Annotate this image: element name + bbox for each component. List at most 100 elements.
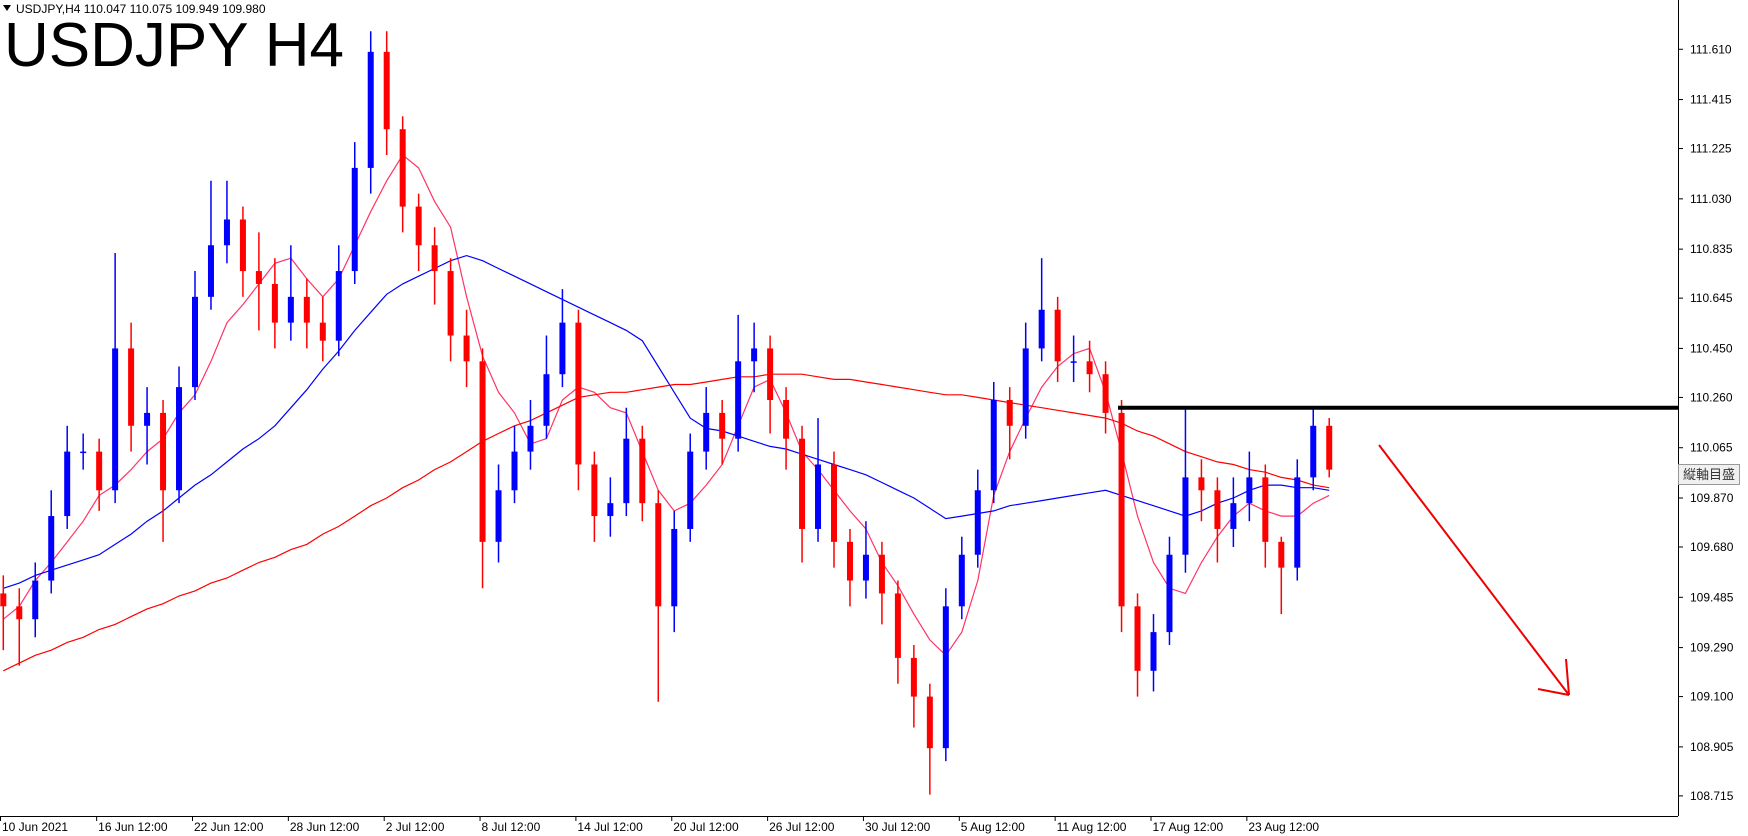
candle-body (623, 438, 630, 504)
x-tick-label: 8 Jul 12:00 (482, 820, 541, 834)
candle-body (910, 657, 917, 697)
candle-body (1102, 374, 1109, 413)
x-tick-label: 10 Jun 2021 (2, 820, 68, 834)
candle-body (1070, 361, 1077, 363)
candle-body (32, 580, 39, 620)
candle-body (112, 348, 119, 491)
candle-body (1294, 477, 1301, 568)
x-tick-label: 17 Aug 12:00 (1153, 820, 1224, 834)
arrow-head (1565, 658, 1570, 696)
axis-scale-button[interactable]: 縦軸目盛 (1678, 464, 1740, 485)
candle-body (1198, 477, 1205, 491)
candle-body (1278, 541, 1285, 568)
candle-body (255, 271, 262, 284)
moving-average (3, 373, 1330, 672)
candle-body (176, 387, 183, 491)
x-tick-label: 23 Aug 12:00 (1248, 820, 1319, 834)
candle-body (1134, 606, 1141, 671)
candle-body (367, 51, 374, 168)
candle-body (783, 400, 790, 439)
candle-body (735, 361, 742, 439)
moving-average (3, 254, 1330, 589)
candle-body (815, 464, 822, 529)
candle-body (479, 361, 486, 542)
candle-body (1150, 632, 1157, 671)
y-tick-label: 111.415 (1690, 93, 1732, 107)
header-marker (3, 5, 11, 11)
candle-body (1326, 425, 1333, 470)
candle-body (399, 129, 406, 207)
candle-body (160, 412, 167, 491)
x-tick-label: 5 Aug 12:00 (961, 820, 1025, 834)
candle-body (207, 245, 214, 297)
x-tick-label: 26 Jul 12:00 (769, 820, 835, 834)
header: USDJPY,H4 110.047 110.075 109.949 109.98… (16, 2, 266, 16)
candle-body (303, 296, 310, 323)
y-tick-label: 110.260 (1690, 390, 1733, 404)
candle-body (1038, 309, 1045, 349)
y-tick-label: 108.715 (1690, 789, 1734, 803)
candle-body (1166, 554, 1173, 633)
candle-body (926, 696, 933, 749)
candle-body (0, 593, 7, 607)
candle-body (639, 438, 646, 504)
candle-body (543, 374, 550, 426)
candle-body (431, 245, 438, 272)
candle-body (831, 464, 837, 542)
candle-body (319, 322, 326, 341)
candle-body (894, 593, 901, 658)
candle-body (463, 335, 470, 362)
y-tick-label: 110.065 (1690, 441, 1733, 455)
candle-body (575, 322, 582, 465)
candle-body (655, 503, 662, 607)
candle-body (271, 283, 278, 323)
candle-body (1086, 361, 1093, 375)
candle-body (192, 296, 198, 388)
candle-body (335, 271, 342, 341)
candle-body (128, 348, 135, 426)
candle-body (974, 490, 981, 555)
candle-body (703, 412, 710, 452)
x-tick-label: 14 Jul 12:00 (577, 820, 643, 834)
x-tick-label: 11 Aug 12:00 (1057, 820, 1127, 834)
y-tick-label: 109.290 (1690, 641, 1734, 655)
x-tick-label: 30 Jul 12:00 (865, 820, 931, 834)
y-tick-label: 110.450 (1690, 341, 1733, 355)
candle-body (287, 296, 294, 323)
arrow-head (1537, 688, 1570, 696)
y-tick-label: 109.485 (1690, 590, 1734, 604)
y-tick-label: 110.645 (1690, 291, 1733, 305)
candle-body (415, 206, 422, 246)
candle-body (990, 400, 997, 491)
candle-body (846, 541, 853, 581)
candle-body (1262, 477, 1269, 542)
candle-body (223, 219, 230, 246)
y-tick-label: 108.905 (1690, 740, 1734, 754)
candle-body (239, 219, 246, 272)
x-tick-label: 16 Jun 12:00 (98, 820, 168, 834)
x-tick-label: 20 Jul 12:00 (673, 820, 739, 834)
candle-body (1310, 425, 1317, 478)
y-tick-label: 109.100 (1690, 690, 1734, 704)
candle-body (687, 451, 694, 529)
candle-body (495, 490, 502, 542)
y-tick-label: 109.870 (1690, 491, 1734, 505)
candle-body (1006, 400, 1013, 426)
y-tick-label: 111.030 (1690, 192, 1732, 206)
y-tick-label: 109.680 (1690, 540, 1734, 554)
y-tick-label: 111.610 (1690, 42, 1732, 56)
candle-body (511, 451, 518, 491)
candle-body (1054, 309, 1061, 362)
candle-body (799, 438, 806, 529)
candle-body (64, 451, 71, 517)
candle-body (607, 503, 614, 517)
candle-body (48, 516, 55, 581)
candle-body (1022, 348, 1029, 426)
moving-average (2, 154, 1330, 657)
plot (0, 31, 1678, 795)
candle-body (591, 464, 598, 517)
candle-body (878, 554, 885, 594)
candle-body (1182, 477, 1189, 555)
candle-body (1214, 490, 1221, 529)
